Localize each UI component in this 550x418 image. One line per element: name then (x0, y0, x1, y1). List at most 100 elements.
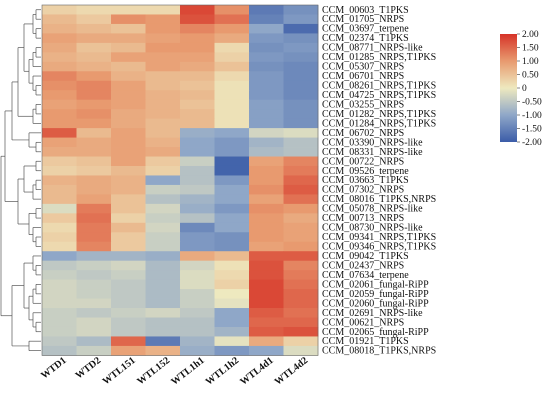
heatmap-cell (180, 184, 215, 195)
heatmap-cell (283, 23, 319, 34)
heatmap-cell (145, 213, 181, 224)
heatmap-cell (283, 118, 319, 129)
heatmap-cell (145, 99, 181, 110)
heatmap-cell (283, 128, 319, 138)
heatmap-cell (42, 52, 77, 63)
heatmap-cell (42, 175, 77, 186)
heatmap-cell (180, 71, 215, 82)
heatmap-cell (76, 213, 112, 224)
heatmap-cell (283, 232, 319, 243)
heatmap-cell (180, 203, 215, 214)
heatmap-cell (249, 298, 284, 309)
heatmap-cell (111, 99, 146, 110)
heatmap-cell (76, 194, 112, 205)
heatmap-cell (111, 184, 146, 195)
heatmap-cell (180, 175, 215, 186)
heatmap-cell (214, 118, 250, 129)
heatmap-cell (214, 42, 250, 53)
heatmap-cell (214, 289, 250, 299)
heatmap-cell (42, 90, 77, 101)
row-label: CCM_08771_NRPS-like (322, 43, 423, 54)
heatmap-cell (283, 33, 319, 44)
heatmap-cell (111, 222, 146, 233)
heatmap-cell (283, 194, 319, 205)
column-label: WTL1h1 (169, 355, 206, 388)
heatmap-cell (249, 326, 284, 337)
heatmap-cell (111, 128, 146, 138)
heatmap-cell (111, 336, 146, 347)
heatmap-cell (42, 14, 77, 25)
row-label: CCM_00621_NRPS (322, 317, 404, 328)
heatmap-cell (249, 128, 284, 138)
heatmap-cell (249, 61, 284, 72)
heatmap-cell (249, 23, 284, 34)
heatmap-cell (214, 232, 250, 243)
heatmap-cell (180, 90, 215, 101)
heatmap-cell (76, 232, 112, 243)
heatmap-cell (111, 5, 146, 15)
heatmap-cell (214, 279, 250, 290)
heatmap-cell (42, 165, 77, 176)
heatmap-cell (76, 156, 112, 167)
heatmap-cell (111, 80, 146, 91)
heatmap-cell (145, 289, 181, 299)
heatmap-cell (283, 260, 319, 271)
heatmap-cell (111, 156, 146, 167)
heatmap-cell (180, 61, 215, 72)
heatmap-cell (180, 345, 215, 356)
heatmap-cell (249, 251, 284, 262)
heatmap-cell (180, 137, 215, 148)
heatmap-cell (145, 71, 181, 82)
heatmap-cell (145, 203, 181, 214)
heatmap-cell (111, 260, 146, 271)
heatmap-cell (111, 289, 146, 299)
heatmap-cell (145, 241, 181, 252)
heatmap-cell (76, 184, 112, 195)
heatmap-cell (111, 203, 146, 214)
heatmap-cell (42, 156, 77, 167)
heatmap-cell (76, 326, 112, 337)
heatmap-cell (42, 241, 77, 252)
heatmap-cell (180, 260, 215, 271)
heatmap-cell (214, 203, 250, 214)
column-label: WTD2 (74, 355, 104, 381)
heatmap-cell (180, 326, 215, 337)
heatmap-cell (145, 14, 181, 25)
heatmap-cell (283, 279, 319, 290)
heatmap-cell (111, 251, 146, 262)
heatmap-cell (111, 137, 146, 148)
heatmap-cell (214, 184, 250, 195)
heatmap-cell (180, 222, 215, 233)
heatmap-cell (42, 289, 77, 299)
heatmap-cell (145, 61, 181, 72)
heatmap-cell (180, 80, 215, 91)
heatmap-cell (180, 289, 215, 299)
heatmap-cell (249, 345, 284, 356)
heatmap-cell (111, 270, 146, 281)
heatmap-cell (249, 213, 284, 224)
row-label: CCM_08730_NRPS-like (322, 223, 423, 234)
row-label: CCM_02059_fungal-RiPP (322, 289, 429, 300)
heatmap-cell (180, 52, 215, 63)
heatmap-cell (145, 5, 181, 15)
heatmap-cell (76, 298, 112, 309)
heatmap-cell (42, 23, 77, 34)
heatmap-cell (214, 23, 250, 34)
row-label: CCM_04725_NRPS,T1PKS (322, 90, 436, 101)
heatmap-cell (180, 109, 215, 120)
heatmap-cell (145, 222, 181, 233)
row-label: CCM_09526_terpene (322, 166, 409, 177)
heatmap-cell (145, 232, 181, 243)
heatmap-cell (214, 326, 250, 337)
row-label: CCM_09042_T1PKS (322, 251, 409, 262)
heatmap-cell (180, 42, 215, 53)
row-label: CCM_08016_T1PKS,NRPS (322, 194, 436, 205)
row-label: CCM_07634_terpene (322, 270, 409, 281)
heatmap-cell (42, 118, 77, 129)
heatmap-cell (145, 156, 181, 167)
heatmap-cell (42, 33, 77, 44)
heatmap-cell (249, 232, 284, 243)
row-label: CCM_03697_terpene (322, 24, 409, 35)
heatmap-cell (214, 99, 250, 110)
